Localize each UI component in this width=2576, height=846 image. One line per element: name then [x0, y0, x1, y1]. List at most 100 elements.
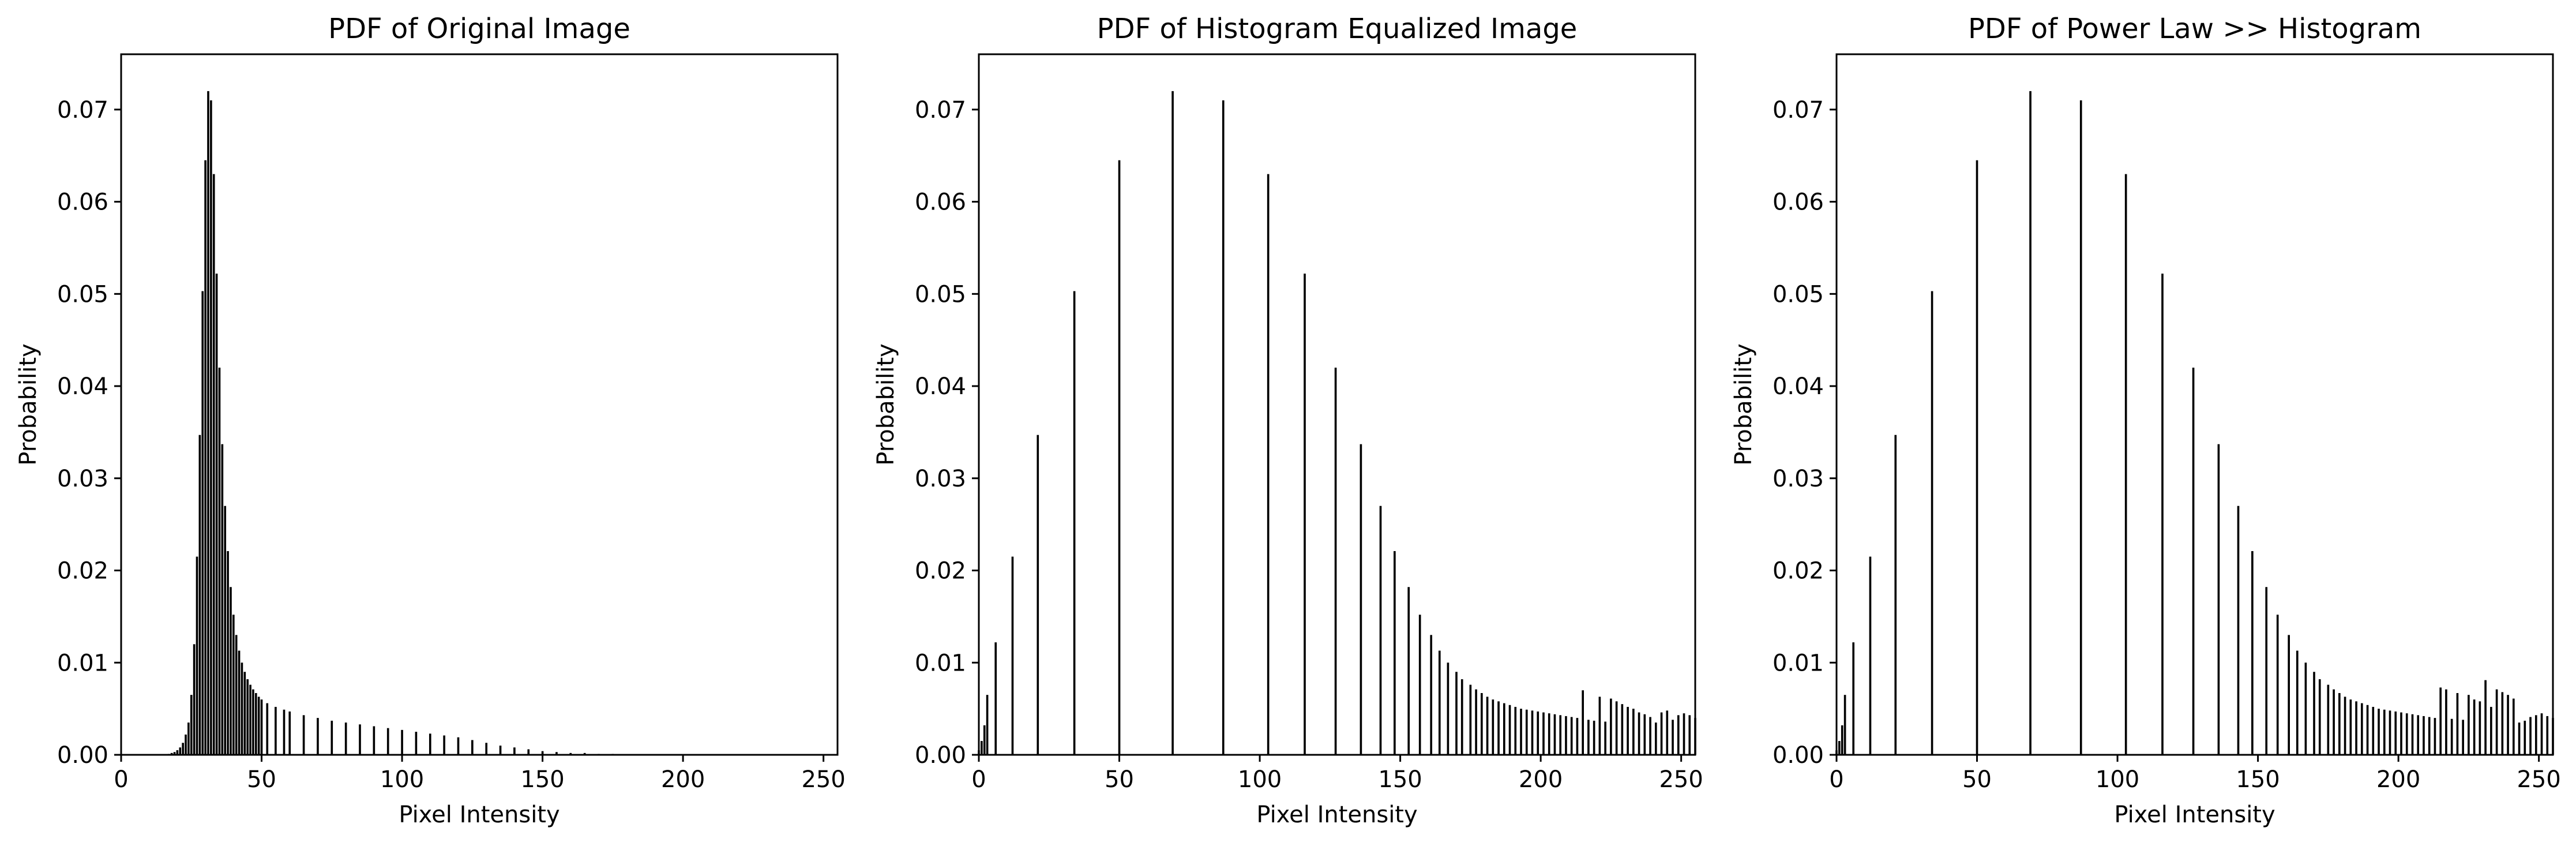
bar [527, 749, 530, 755]
bar [215, 274, 218, 755]
bar [2400, 712, 2402, 755]
bar [2344, 697, 2346, 755]
bar [2338, 692, 2341, 755]
bar [1632, 709, 1635, 755]
bar [1843, 695, 1846, 755]
bar [224, 506, 227, 755]
bar [1497, 701, 1500, 755]
bar [212, 174, 215, 755]
y-tick-label: 0.02 [1773, 558, 1824, 585]
y-tick-label: 0.02 [57, 558, 108, 585]
bar [1894, 435, 1897, 755]
bar [2501, 692, 2504, 755]
bar [373, 726, 375, 755]
bar [1649, 717, 1651, 755]
bar [2265, 587, 2268, 755]
bar [2124, 174, 2127, 755]
bar [283, 709, 286, 755]
bar [1838, 741, 1841, 755]
y-tick-label: 0.06 [1773, 189, 1824, 216]
bar [1559, 715, 1562, 755]
bar [235, 635, 238, 755]
bars-layer [978, 91, 1696, 755]
bar [1360, 444, 1362, 755]
bar [257, 697, 260, 755]
x-tick-label: 0 [1829, 766, 1843, 793]
x-tick-label: 250 [1659, 766, 1703, 793]
bar [386, 728, 389, 755]
bar [1304, 274, 1306, 755]
bar [1677, 715, 1680, 755]
y-tick-label: 0.01 [57, 650, 108, 676]
x-tick-label: 100 [2096, 766, 2139, 793]
bar [1604, 721, 1606, 755]
bar [1481, 692, 1483, 755]
bar [1587, 720, 1590, 755]
bar [1531, 710, 1534, 755]
x-axis-label: Pixel Intensity [2114, 802, 2275, 828]
bar [994, 642, 997, 755]
bar [1553, 714, 1556, 755]
bar [2417, 715, 2420, 755]
ticks-layer: 0 50 100 150 200 250 0.00 0.01 0.02 0.03 0.04 0.05 0… [1773, 97, 2561, 793]
y-tick-label: 0.06 [57, 189, 108, 216]
x-tick-label: 0 [971, 766, 986, 793]
bar [2327, 684, 2330, 755]
ticks-layer: 0 50 100 150 200 250 0.00 0.01 0.02 0.03 0.04 0.05 0… [915, 97, 1703, 793]
bar [443, 735, 445, 755]
y-tick-label: 0.01 [1773, 650, 1824, 676]
bar [1447, 662, 1450, 755]
bar [1852, 642, 1855, 755]
bar [170, 753, 173, 755]
bar [227, 551, 229, 755]
bar [2428, 717, 2431, 755]
bar [981, 741, 983, 755]
bar [1334, 368, 1337, 755]
bar [1643, 714, 1646, 755]
bar [2518, 723, 2521, 755]
y-tick-label: 0.07 [57, 97, 108, 123]
y-axis-label: Probability [15, 343, 42, 465]
bar [1171, 91, 1174, 755]
bar [190, 695, 193, 755]
bar [1593, 720, 1595, 755]
bar [1418, 615, 1421, 755]
bar [221, 444, 224, 755]
bar [541, 751, 544, 755]
bar [2372, 706, 2375, 755]
ticks-layer: 0 50 100 150 200 250 0.00 0.01 0.02 0.03 0.04 0.05 0… [57, 97, 846, 793]
bar [1570, 717, 1573, 755]
bar [2288, 635, 2290, 755]
bar [2161, 274, 2164, 755]
bar [1011, 556, 1014, 755]
bar [2411, 714, 2414, 755]
bar [1683, 713, 1685, 755]
bar [331, 720, 333, 755]
bar [243, 672, 246, 755]
bar [2313, 672, 2315, 755]
bar [1486, 697, 1489, 755]
bar [2378, 709, 2380, 755]
bar [1222, 100, 1225, 755]
bar [1460, 679, 1463, 755]
bar [569, 753, 572, 755]
x-tick-label: 150 [2236, 766, 2280, 793]
bar [457, 737, 460, 755]
bar [2462, 720, 2464, 755]
bar [344, 723, 347, 755]
bar [1627, 706, 1629, 755]
plot-frame [978, 53, 1696, 756]
x-tick-label: 0 [114, 766, 128, 793]
bar [2524, 720, 2526, 755]
bar [1869, 556, 1872, 755]
bar [555, 752, 558, 755]
bar [499, 746, 502, 755]
bar [1394, 551, 1396, 755]
bar [1548, 713, 1550, 755]
bar [2355, 701, 2357, 755]
bar [1407, 587, 1410, 755]
bar [2304, 662, 2307, 755]
bar [1542, 712, 1545, 755]
bar [2473, 699, 2476, 755]
